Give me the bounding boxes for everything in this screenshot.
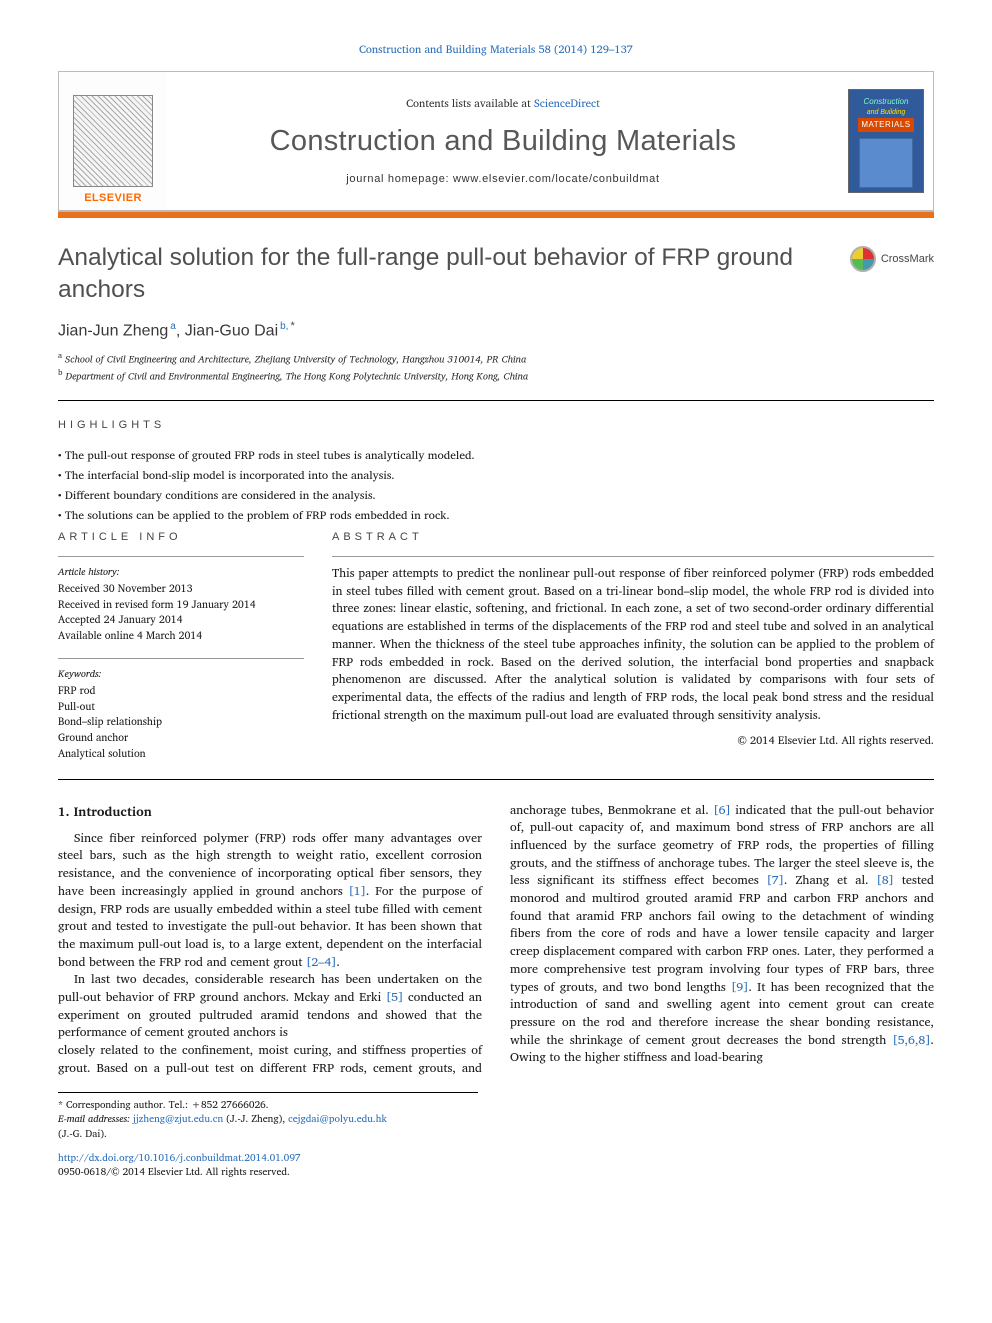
banner-center: Contents lists available at ScienceDirec… bbox=[167, 72, 839, 210]
publisher-logo-block: ELSEVIER bbox=[59, 72, 167, 210]
cover-image-icon bbox=[859, 138, 913, 188]
citation-link[interactable]: [8] bbox=[877, 870, 894, 890]
article-info-column: article info Article history: Received 3… bbox=[58, 530, 304, 761]
email-link-2[interactable]: cejgdai@polyu.edu.hk bbox=[288, 1111, 387, 1127]
citation-link[interactable]: [7] bbox=[767, 870, 784, 890]
highlight-item: Different boundary conditions are consid… bbox=[58, 486, 934, 506]
body-text: Since fiber reinforced polymer (FRP) rod… bbox=[58, 828, 482, 972]
divider bbox=[58, 779, 934, 780]
body-paragraph: Since fiber reinforced polymer (FRP) rod… bbox=[58, 830, 482, 972]
affiliation-a: School of Civil Engineering and Architec… bbox=[65, 351, 526, 367]
journal-title: Construction and Building Materials bbox=[270, 121, 737, 162]
article-title: Analytical solution for the full-range p… bbox=[58, 242, 834, 305]
abstract-heading: abstract bbox=[332, 530, 934, 545]
crossmark-badge[interactable]: CrossMark bbox=[850, 242, 934, 272]
doi-block: http://dx.doi.org/10.1016/j.conbuildmat.… bbox=[58, 1151, 934, 1179]
sciencedirect-link[interactable]: ScienceDirect bbox=[534, 94, 600, 112]
publisher-name: ELSEVIER bbox=[84, 191, 142, 206]
email-name-1: (J.-J. Zheng), bbox=[223, 1111, 288, 1127]
highlights-heading: highlights bbox=[58, 418, 934, 433]
citation-link[interactable]: [1] bbox=[349, 881, 366, 901]
citation-link[interactable]: [6] bbox=[713, 800, 730, 820]
email-addresses: E-mail addresses: jjzheng@zjut.edu.cn (J… bbox=[58, 1112, 478, 1141]
corr-star: * bbox=[288, 320, 294, 332]
author-1: Jian-Jun Zheng bbox=[58, 322, 168, 339]
citation-link[interactable]: [5,6,8] bbox=[892, 1030, 930, 1050]
highlights-list: The pull-out response of grouted FRP rod… bbox=[58, 446, 934, 527]
corr-author-note: * Corresponding author. Tel.: +852 27666… bbox=[58, 1098, 478, 1113]
cover-line3: MATERIALS bbox=[858, 118, 913, 131]
contents-lists: Contents lists available at ScienceDirec… bbox=[406, 96, 600, 111]
contents-label: Contents lists available at bbox=[406, 94, 534, 112]
author-2-affil: b, bbox=[278, 321, 288, 332]
journal-citation-link[interactable]: Construction and Building Materials 58 (… bbox=[359, 40, 633, 58]
keyword: Analytical solution bbox=[58, 746, 304, 762]
divider bbox=[58, 556, 304, 557]
email-link-1[interactable]: jjzheng@zjut.edu.cn bbox=[133, 1111, 223, 1127]
history-heading: Article history: bbox=[58, 565, 304, 579]
author-sep: , bbox=[176, 322, 185, 339]
section-heading: 1. Introduction bbox=[58, 802, 482, 820]
affiliations: a School of Civil Engineering and Archit… bbox=[58, 350, 934, 384]
citation-link[interactable]: [5] bbox=[386, 987, 403, 1007]
body-text: In last two decades, considerable resear… bbox=[58, 969, 482, 1042]
email-name-2: (J.-G. Dai). bbox=[58, 1126, 107, 1142]
keywords-list: FRP rod Pull-out Bond–slip relationship … bbox=[58, 683, 304, 762]
highlight-item: The solutions can be applied to the prob… bbox=[58, 506, 934, 526]
journal-homepage: journal homepage: www.elsevier.com/locat… bbox=[346, 172, 659, 187]
crossmark-icon bbox=[850, 246, 876, 272]
crossmark-label: CrossMark bbox=[881, 252, 934, 267]
cover-thumbnail: Construction and Building MATERIALS bbox=[848, 89, 924, 193]
author-2: Jian-Guo Dai bbox=[185, 322, 278, 339]
accent-bar bbox=[58, 211, 934, 218]
highlight-item: The pull-out response of grouted FRP rod… bbox=[58, 446, 934, 466]
journal-banner: ELSEVIER Contents lists available at Sci… bbox=[58, 71, 934, 211]
abstract-text: This paper attempts to predict the nonli… bbox=[332, 565, 934, 725]
cover-line1: Construction bbox=[864, 96, 909, 107]
citation-link[interactable]: [9] bbox=[731, 977, 748, 997]
article-info-heading: article info bbox=[58, 530, 304, 545]
body-columns: 1. Introduction Since fiber reinforced p… bbox=[58, 802, 934, 1078]
divider bbox=[58, 658, 304, 659]
article-history: Received 30 November 2013 Received in re… bbox=[58, 581, 304, 644]
history-item: Available online 4 March 2014 bbox=[58, 628, 304, 644]
issn-copyright: 0950-0618/© 2014 Elsevier Ltd. All right… bbox=[58, 1164, 290, 1180]
highlight-item: The interfacial bond-slip model is incor… bbox=[58, 466, 934, 486]
abstract-column: abstract This paper attempts to predict … bbox=[332, 530, 934, 761]
journal-cover: Construction and Building MATERIALS bbox=[839, 72, 933, 210]
elsevier-tree-icon bbox=[73, 95, 153, 187]
authors: Jian-Jun Zhenga, Jian-Guo Daib,* bbox=[58, 319, 934, 343]
divider bbox=[58, 400, 934, 401]
cover-line2: and Building bbox=[867, 108, 906, 118]
author-1-affil: a bbox=[168, 321, 176, 332]
abstract-copyright: © 2014 Elsevier Ltd. All rights reserved… bbox=[332, 733, 934, 748]
footnotes: * Corresponding author. Tel.: +852 27666… bbox=[58, 1092, 478, 1142]
divider bbox=[332, 556, 934, 557]
journal-citation: Construction and Building Materials 58 (… bbox=[58, 42, 934, 57]
body-paragraph: In last two decades, considerable resear… bbox=[58, 971, 482, 1042]
keywords-heading: Keywords: bbox=[58, 667, 304, 681]
affiliation-b: Department of Civil and Environmental En… bbox=[65, 368, 528, 384]
